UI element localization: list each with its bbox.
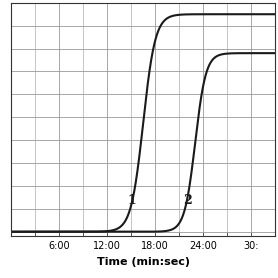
X-axis label: Time (min:sec): Time (min:sec)	[97, 257, 190, 267]
Text: 2: 2	[183, 194, 192, 207]
Text: 1: 1	[127, 194, 136, 207]
